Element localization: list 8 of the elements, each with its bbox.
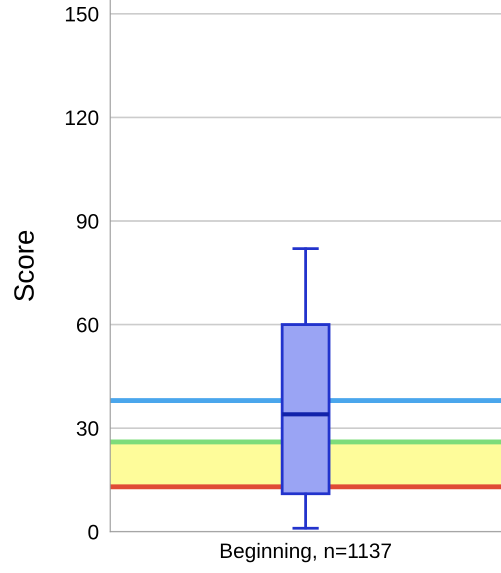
y-tick-label: 150 <box>66 6 98 22</box>
y-tick-label: 120 <box>66 110 98 126</box>
y-tick-label: 30 <box>76 421 98 436</box>
y-tick-label: 0 <box>88 524 98 540</box>
y-tick-label: 90 <box>76 214 98 229</box>
y-axis-title: Score <box>14 230 34 301</box>
y-tick-label: 60 <box>76 318 98 332</box>
x-tick-label: Beginning, n=1137 <box>220 542 391 562</box>
